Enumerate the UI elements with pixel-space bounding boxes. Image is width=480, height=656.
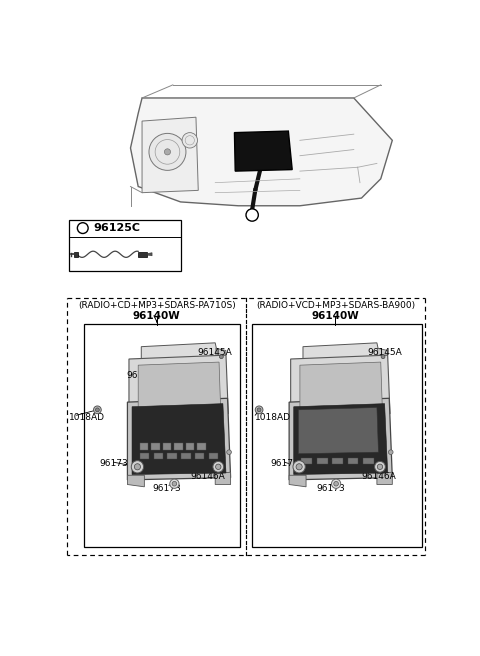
Polygon shape: [151, 443, 160, 450]
Polygon shape: [197, 443, 206, 450]
Polygon shape: [140, 443, 148, 450]
Polygon shape: [377, 472, 392, 485]
Polygon shape: [289, 398, 392, 480]
Text: 96145A: 96145A: [197, 348, 232, 358]
Text: 1018AD: 1018AD: [255, 413, 291, 422]
Polygon shape: [131, 98, 392, 206]
Circle shape: [227, 450, 231, 455]
Polygon shape: [154, 453, 163, 459]
Text: 96173: 96173: [317, 484, 346, 493]
Text: a: a: [249, 210, 255, 220]
Text: 96100S: 96100S: [127, 371, 161, 380]
Text: 96146A: 96146A: [361, 472, 396, 481]
Circle shape: [332, 479, 341, 488]
Text: 96140W: 96140W: [312, 311, 359, 321]
Polygon shape: [181, 453, 191, 459]
Circle shape: [149, 133, 186, 171]
Text: (RADIO+VCD+MP3+SDARS-BA900): (RADIO+VCD+MP3+SDARS-BA900): [256, 301, 415, 310]
Circle shape: [246, 209, 258, 221]
Polygon shape: [142, 117, 198, 193]
Polygon shape: [174, 443, 183, 450]
Text: 96146A: 96146A: [191, 472, 225, 481]
Text: (RADIO+CD+MP3+SDARS-PA710S): (RADIO+CD+MP3+SDARS-PA710S): [78, 301, 236, 310]
Text: 96125C: 96125C: [94, 223, 141, 233]
Circle shape: [134, 464, 141, 470]
Polygon shape: [289, 475, 306, 487]
Text: 96140W: 96140W: [133, 311, 180, 321]
Polygon shape: [140, 453, 149, 459]
Circle shape: [164, 149, 170, 155]
Circle shape: [131, 461, 144, 473]
Polygon shape: [378, 348, 388, 365]
Bar: [69, 220, 180, 271]
Text: 1018AD: 1018AD: [69, 413, 105, 422]
Polygon shape: [129, 355, 228, 417]
Polygon shape: [363, 458, 374, 464]
Polygon shape: [301, 458, 312, 464]
Circle shape: [255, 406, 263, 414]
Text: 96173: 96173: [152, 484, 181, 493]
Circle shape: [296, 464, 302, 470]
Circle shape: [216, 464, 221, 470]
Circle shape: [170, 479, 179, 488]
Polygon shape: [348, 458, 359, 464]
Bar: [84, 323, 240, 547]
Polygon shape: [332, 458, 343, 464]
Polygon shape: [317, 458, 328, 464]
Circle shape: [374, 461, 385, 472]
Polygon shape: [303, 343, 380, 361]
Text: 96100S: 96100S: [300, 371, 335, 380]
Circle shape: [94, 406, 101, 414]
Polygon shape: [294, 403, 388, 474]
Polygon shape: [168, 453, 177, 459]
Text: 96145A: 96145A: [367, 348, 402, 358]
Circle shape: [213, 461, 224, 472]
Circle shape: [388, 450, 393, 455]
Polygon shape: [234, 131, 292, 171]
Circle shape: [377, 464, 383, 470]
Polygon shape: [138, 362, 221, 411]
Circle shape: [334, 482, 338, 486]
Polygon shape: [209, 453, 218, 459]
Polygon shape: [215, 472, 230, 485]
Polygon shape: [73, 252, 78, 256]
Polygon shape: [132, 403, 226, 474]
Polygon shape: [300, 362, 382, 411]
Polygon shape: [127, 398, 230, 480]
Circle shape: [381, 355, 385, 359]
Circle shape: [172, 482, 177, 486]
Bar: [252, 323, 421, 547]
Polygon shape: [147, 253, 152, 256]
Circle shape: [293, 461, 305, 473]
Circle shape: [219, 355, 223, 359]
Text: 96173: 96173: [100, 459, 129, 468]
Polygon shape: [291, 355, 390, 417]
Polygon shape: [163, 443, 171, 450]
Text: 96173: 96173: [271, 459, 300, 468]
Circle shape: [96, 408, 99, 412]
Circle shape: [257, 408, 261, 412]
Text: a: a: [80, 223, 86, 233]
Polygon shape: [186, 443, 194, 450]
Polygon shape: [195, 453, 204, 459]
Circle shape: [77, 222, 88, 234]
Polygon shape: [299, 407, 378, 454]
Polygon shape: [127, 475, 144, 487]
Polygon shape: [138, 252, 147, 256]
Polygon shape: [141, 343, 218, 361]
Circle shape: [182, 133, 197, 148]
Polygon shape: [216, 348, 226, 365]
